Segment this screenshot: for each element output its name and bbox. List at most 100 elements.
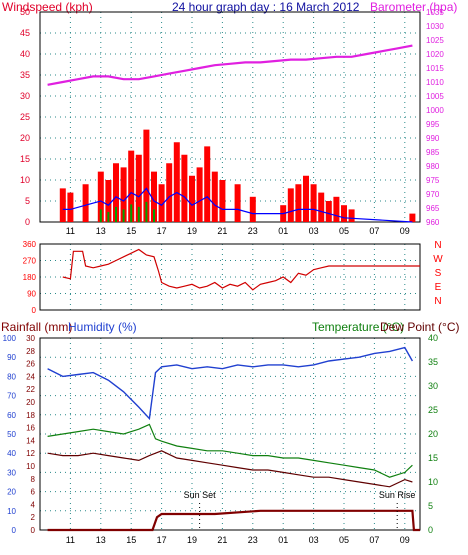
windspeed-tick-label: 30 (20, 91, 30, 101)
wind-direction-line (62, 248, 420, 291)
x-tick-label: 03 (309, 226, 319, 236)
windspeed-axis-title: Windspeed (kph) (2, 0, 93, 14)
temperature-tick-label: 20 (428, 429, 438, 439)
windspeed-tick-label: 0 (25, 217, 30, 227)
sun-annotation: Sun Rise (379, 490, 416, 500)
x-tick-label: 11 (66, 226, 75, 236)
humidity-axis-title: Humidity (%) (68, 320, 137, 334)
compass-label: W (433, 254, 443, 265)
x-tick-label: 23 (248, 535, 258, 545)
barometer-tick-label: 985 (426, 148, 440, 157)
windspeed-tick-label: 50 (20, 7, 30, 17)
barometer-tick-label: 1020 (426, 50, 444, 59)
x-tick-label: 01 (278, 535, 288, 545)
humidity-tick-label: 90 (7, 353, 16, 362)
direction-tick-label: 90 (27, 290, 36, 299)
barometer-tick-label: 960 (426, 218, 440, 227)
x-tick-label: 05 (339, 226, 349, 236)
x-tick-label: 17 (157, 535, 167, 545)
temp-humidity-panel: 0102030405060708090100024681012141618202… (3, 333, 438, 545)
barometer-tick-label: 970 (426, 190, 440, 199)
x-tick-label: 07 (369, 535, 379, 545)
x-tick-label: 21 (217, 226, 227, 236)
barometer-line (47, 44, 413, 86)
x-tick-label: 05 (339, 535, 349, 545)
wind-barometer-panel: 0510152025303540455096096597097598098599… (20, 7, 444, 236)
x-tick-label: 09 (400, 226, 410, 236)
barometer-tick-label: 1015 (426, 64, 444, 73)
x-tick-label: 15 (126, 226, 136, 236)
rainfall-axis-title: Rainfall (mm) (1, 320, 73, 334)
rainfall-tick-label: 4 (31, 500, 36, 509)
rainfall-tick-label: 22 (26, 385, 35, 394)
temperature-tick-label: 30 (428, 381, 438, 391)
rainfall-tick-label: 2 (31, 513, 36, 522)
x-tick-label: 21 (217, 535, 227, 545)
rainfall-tick-label: 6 (31, 488, 36, 497)
sun-annotation: Sun Set (184, 490, 217, 500)
humidity-tick-label: 100 (3, 334, 17, 343)
barometer-tick-label: 975 (426, 176, 440, 185)
barometer-tick-label: 980 (426, 162, 440, 171)
humidity-tick-label: 20 (7, 488, 16, 497)
barometer-tick-label: 1000 (426, 106, 444, 115)
temperature-tick-label: 15 (428, 453, 438, 463)
windspeed-tick-label: 5 (25, 196, 30, 206)
direction-tick-label: 0 (32, 306, 37, 315)
direction-tick-label: 180 (23, 273, 37, 282)
barometer-tick-label: 1010 (426, 78, 444, 87)
dew-point-line (47, 450, 413, 488)
humidity-tick-label: 50 (7, 430, 16, 439)
barometer-tick-label: 1025 (426, 36, 444, 45)
rainfall-line (47, 509, 420, 532)
x-tick-label: 01 (278, 226, 288, 236)
x-tick-label: 13 (96, 535, 106, 545)
temperature-tick-label: 35 (428, 357, 438, 367)
rainfall-tick-label: 0 (31, 526, 36, 535)
barometer-tick-label: 1005 (426, 92, 444, 101)
humidity-tick-label: 40 (7, 449, 16, 458)
temperature-tick-label: 25 (428, 405, 438, 415)
plot-frame (39, 243, 421, 311)
windspeed-tick-label: 20 (20, 133, 30, 143)
compass-label: N (434, 296, 441, 307)
compass-label: S (435, 268, 442, 279)
humidity-line (47, 346, 414, 421)
barometer-tick-label: 1030 (426, 22, 444, 31)
compass-label: N (434, 240, 441, 251)
humidity-tick-label: 10 (7, 507, 16, 516)
humidity-tick-label: 70 (7, 392, 16, 401)
rainfall-tick-label: 24 (26, 372, 35, 381)
windspeed-tick-label: 10 (20, 175, 30, 185)
plot-frame (39, 11, 421, 223)
temperature-tick-label: 0 (428, 525, 433, 535)
x-tick-label: 13 (96, 226, 106, 236)
barometer-tick-label: 995 (426, 120, 440, 129)
temperature-tick-label: 40 (428, 333, 438, 343)
windspeed-tick-label: 15 (20, 154, 30, 164)
humidity-tick-label: 30 (7, 468, 16, 477)
rainfall-tick-label: 18 (26, 411, 35, 420)
plot-frame (39, 337, 421, 531)
rainfall-tick-label: 28 (26, 347, 35, 356)
direction-tick-label: 270 (23, 257, 37, 266)
rainfall-tick-label: 12 (26, 449, 35, 458)
barometer-axis-title: Barometer (hpa) (370, 0, 458, 14)
rainfall-tick-label: 30 (26, 334, 35, 343)
temperature-line (47, 423, 413, 478)
humidity-tick-label: 0 (12, 526, 17, 535)
windspeed-tick-label: 25 (20, 112, 30, 122)
windspeed-tick-label: 45 (20, 28, 30, 38)
rainfall-tick-label: 8 (31, 475, 36, 484)
x-tick-label: 09 (400, 535, 410, 545)
avg-wind-line (62, 187, 413, 223)
direction-tick-label: 360 (23, 240, 37, 249)
x-tick-label: 23 (248, 226, 258, 236)
windspeed-tick-label: 35 (20, 70, 30, 80)
rainfall-tick-label: 10 (26, 462, 35, 471)
temperature-tick-label: 10 (428, 477, 438, 487)
barometer-tick-label: 990 (426, 134, 440, 143)
